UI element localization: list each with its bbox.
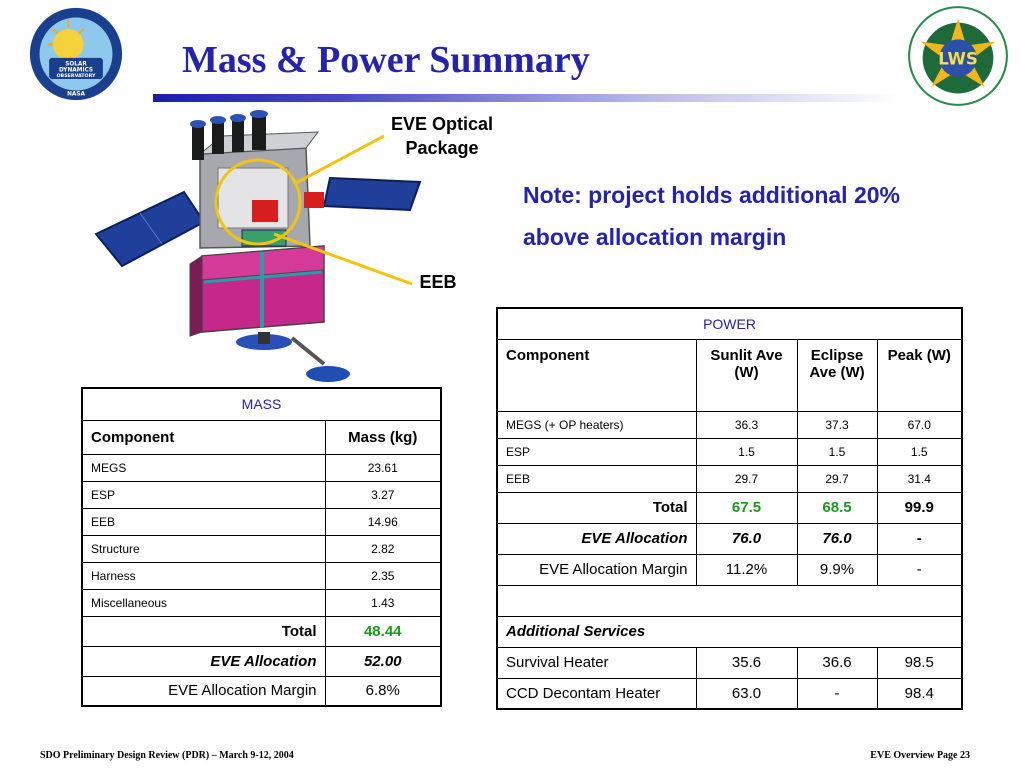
value-cell: 36.6 (796, 646, 878, 679)
table-row: Structure 2.82 (81, 534, 442, 563)
footer-right: EVE Overview Page 23 (870, 750, 970, 761)
svg-text:SOLAR: SOLAR (65, 62, 87, 68)
total-label: Total (496, 491, 697, 524)
value-cell: 3.27 (324, 480, 442, 509)
margin-value: - (876, 553, 963, 586)
total-value: 48.44 (324, 615, 442, 647)
table-row: Miscellaneous 1.43 (81, 588, 442, 617)
table-row: Harness 2.35 (81, 561, 442, 590)
allocation-row: EVE Allocation 52.00 (81, 645, 442, 677)
component-cell: Harness (81, 561, 326, 590)
value-cell: 98.5 (876, 646, 963, 679)
total-value: 68.5 (796, 491, 878, 524)
margin-value: 9.9% (796, 553, 878, 586)
table-row: EEB 29.7 29.7 31.4 (496, 464, 963, 493)
mass-table-header: MASS (81, 387, 442, 421)
spacecraft-illustration (92, 106, 432, 388)
value-cell: 98.4 (876, 677, 963, 710)
table-row: Survival Heater 35.6 36.6 98.5 (496, 646, 963, 679)
table-row: MEGS (+ OP heaters) 36.3 37.3 67.0 (496, 410, 963, 439)
allocation-value: 76.0 (796, 522, 878, 555)
column-header: Peak (W) (876, 338, 963, 412)
value-cell: 37.3 (796, 410, 878, 439)
total-value: 67.5 (695, 491, 798, 524)
value-cell: 2.82 (324, 534, 442, 563)
value-cell: 14.96 (324, 507, 442, 536)
power-table-header: POWER (496, 307, 963, 340)
additional-services-row: Additional Services (496, 615, 963, 648)
column-header: Mass (kg) (324, 419, 442, 455)
total-value: 99.9 (876, 491, 963, 524)
component-cell: CCD Decontam Heater (496, 677, 697, 710)
column-header: Sunlit Ave (W) (695, 338, 798, 412)
mass-table: MASS Component Mass (kg) MEGS 23.61 ESP … (81, 387, 442, 707)
table-row: CCD Decontam Heater 63.0 - 98.4 (496, 677, 963, 710)
value-cell: - (796, 677, 878, 710)
column-header: Eclipse Ave (W) (796, 338, 878, 412)
value-cell: 1.5 (876, 437, 963, 466)
total-row: Total 67.5 68.5 99.9 (496, 491, 963, 524)
allocation-label: EVE Allocation (81, 645, 326, 677)
table-row: ESP 1.5 1.5 1.5 (496, 437, 963, 466)
value-cell: 31.4 (876, 464, 963, 493)
allocation-label: EVE Allocation (496, 522, 697, 555)
margin-value: 11.2% (695, 553, 798, 586)
svg-text:DYNAMICS: DYNAMICS (59, 67, 93, 73)
value-cell: 1.5 (796, 437, 878, 466)
component-cell: MEGS (+ OP heaters) (496, 410, 697, 439)
component-cell: Survival Heater (496, 646, 697, 679)
value-cell: 29.7 (796, 464, 878, 493)
allocation-value: 52.00 (324, 645, 442, 677)
eeb-label: EEB (419, 272, 457, 292)
margin-label: EVE Allocation Margin (496, 553, 697, 586)
allocation-value: 76.0 (695, 522, 798, 555)
additional-services-label: Additional Services (496, 615, 963, 648)
margin-note: Note: project holds additional 20% above… (523, 182, 900, 250)
page-title: Mass & Power Summary (182, 39, 590, 81)
table-row: EEB 14.96 (81, 507, 442, 536)
value-cell: 1.43 (324, 588, 442, 617)
component-cell: Structure (81, 534, 326, 563)
footer-left: SDO Preliminary Design Review (PDR) – Ma… (40, 750, 294, 761)
svg-text:NASA: NASA (67, 91, 85, 97)
svg-text:OBSERVATORY: OBSERVATORY (56, 73, 96, 79)
component-cell: EEB (496, 464, 697, 493)
margin-row: EVE Allocation Margin 11.2% 9.9% - (496, 553, 963, 586)
column-header: Component (496, 338, 697, 412)
allocation-value: - (876, 522, 963, 555)
component-cell: MEGS (81, 453, 326, 482)
value-cell: 67.0 (876, 410, 963, 439)
table-row: ESP 3.27 (81, 480, 442, 509)
spacer-row (496, 584, 963, 617)
value-cell: 29.7 (695, 464, 798, 493)
lws-logo: LWS (906, 4, 1010, 108)
component-cell: EEB (81, 507, 326, 536)
margin-value: 6.8% (324, 675, 442, 707)
total-label: Total (81, 615, 326, 647)
empty-cell (496, 584, 963, 617)
table-row: MEGS 23.61 (81, 453, 442, 482)
column-header: Component (81, 419, 326, 455)
title-underline (153, 94, 899, 102)
value-cell: 35.6 (695, 646, 798, 679)
sdo-logo: SOLAR DYNAMICS OBSERVATORY NASA (28, 6, 124, 102)
margin-label: EVE Allocation Margin (81, 675, 326, 707)
value-cell: 23.61 (324, 453, 442, 482)
optical-package-label: EVE Optical Package (390, 114, 494, 158)
component-cell: Miscellaneous (81, 588, 326, 617)
power-table: POWER Component Sunlit Ave (W) Eclipse A… (496, 307, 964, 710)
total-row: Total 48.44 (81, 615, 442, 647)
value-cell: 1.5 (695, 437, 798, 466)
value-cell: 36.3 (695, 410, 798, 439)
value-cell: 63.0 (695, 677, 798, 710)
margin-row: EVE Allocation Margin 6.8% (81, 675, 442, 707)
value-cell: 2.35 (324, 561, 442, 590)
component-cell: ESP (81, 480, 326, 509)
svg-text:LWS: LWS (938, 49, 978, 68)
component-cell: ESP (496, 437, 697, 466)
allocation-row: EVE Allocation 76.0 76.0 - (496, 522, 963, 555)
